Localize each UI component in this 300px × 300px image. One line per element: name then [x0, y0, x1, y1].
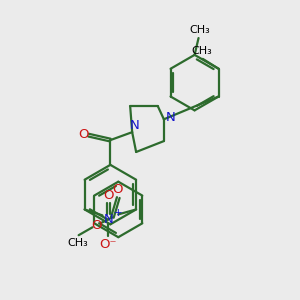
Text: N: N: [166, 111, 176, 124]
Text: O: O: [91, 219, 102, 232]
Text: CH₃: CH₃: [189, 25, 210, 35]
Text: CH₃: CH₃: [67, 238, 88, 248]
Text: O: O: [78, 128, 89, 141]
Text: CH₃: CH₃: [191, 46, 212, 56]
Text: O⁻: O⁻: [100, 238, 117, 250]
Text: O: O: [112, 183, 122, 196]
Text: N: N: [129, 119, 139, 132]
Text: O: O: [103, 189, 114, 202]
Text: N: N: [103, 213, 113, 226]
Text: +: +: [114, 208, 123, 218]
